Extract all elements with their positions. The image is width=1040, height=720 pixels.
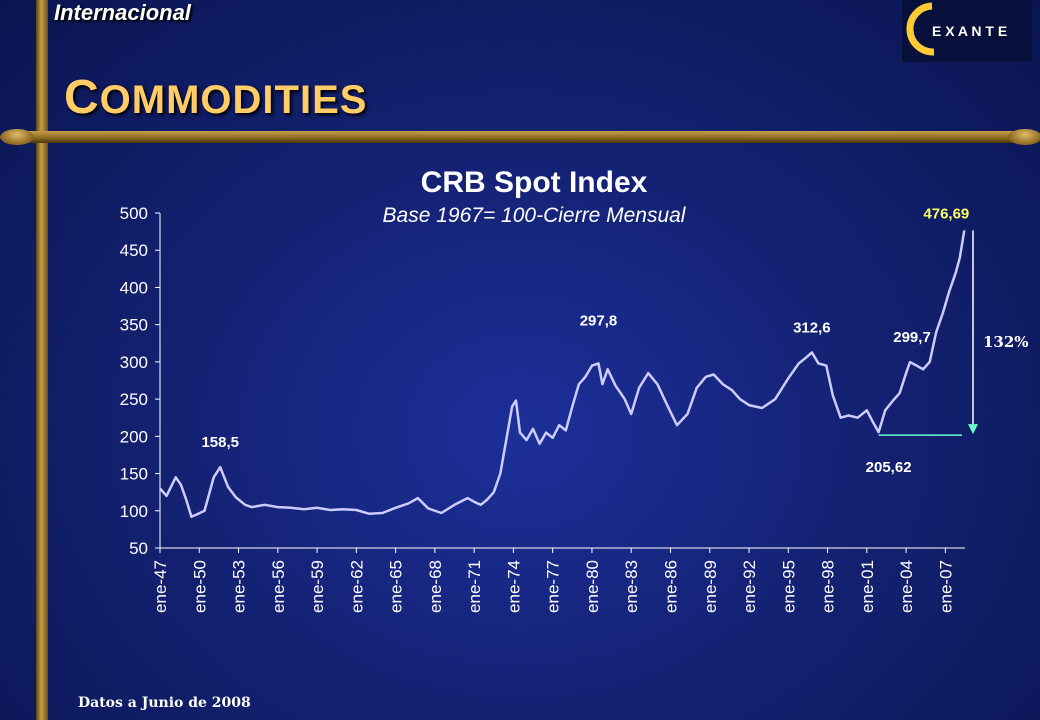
data-date-note: Datos a Junio de 2008 bbox=[78, 695, 251, 711]
x-tick-label: ene-50 bbox=[190, 560, 209, 613]
x-tick-label: ene-74 bbox=[504, 560, 523, 613]
horizontal-gold-bar bbox=[10, 131, 1040, 143]
gold-bar-right-cap bbox=[1008, 129, 1040, 145]
x-tick-label: ene-68 bbox=[426, 560, 445, 613]
x-tick-label: ene-56 bbox=[269, 560, 288, 613]
annotation-label: 297,8 bbox=[580, 313, 618, 330]
exante-logo-icon: E X A N T E bbox=[906, 2, 1007, 56]
x-tick-label: ene-65 bbox=[387, 560, 406, 613]
gold-bar-left-cap bbox=[0, 129, 34, 145]
x-tick-label: ene-59 bbox=[308, 560, 327, 613]
y-tick-label: 200 bbox=[120, 427, 148, 446]
y-tick-label: 400 bbox=[120, 278, 148, 297]
x-tick-label: ene-62 bbox=[347, 560, 366, 613]
x-tick-label: ene-83 bbox=[622, 560, 641, 613]
chart-subtitle: Base 1967= 100-Cierre Mensual bbox=[383, 204, 687, 227]
x-axis: ene-47 ene-50 ene-53 ene-56 ene-59 ene-62 ene-… bbox=[151, 547, 965, 613]
y-tick-label: 150 bbox=[120, 465, 148, 484]
vertical-gold-bar bbox=[36, 0, 48, 720]
y-tick-label: 300 bbox=[120, 353, 148, 372]
x-tick-label: ene-98 bbox=[819, 560, 838, 613]
y-tick-label: 50 bbox=[129, 539, 148, 558]
x-tick-label: ene-80 bbox=[583, 560, 602, 613]
x-tick-label: ene-86 bbox=[661, 560, 680, 613]
y-tick-label: 500 bbox=[120, 204, 148, 223]
y-axis: 500 450 400 350 300 250 200 150 100 50 bbox=[120, 204, 161, 558]
logo-text: E X A N T E bbox=[932, 23, 1007, 39]
page-title: COMMODITIES bbox=[64, 70, 367, 125]
chart-title: CRB Spot Index bbox=[421, 166, 648, 199]
crb-index-line bbox=[159, 230, 966, 518]
change-percent-label: 132% bbox=[983, 333, 1029, 351]
x-tick-label: ene-77 bbox=[544, 560, 563, 613]
exante-logo: E X A N T E bbox=[902, 0, 1032, 62]
title-initial: C bbox=[64, 71, 100, 124]
x-tick-label: ene-92 bbox=[740, 560, 759, 613]
section-label: Internacional bbox=[54, 0, 191, 25]
change-indicator: 132% bbox=[878, 230, 1029, 436]
logo-arc bbox=[906, 2, 935, 56]
y-tick-label: 250 bbox=[120, 390, 148, 409]
annotation-label: 476,69 bbox=[923, 205, 969, 222]
change-arrow-head bbox=[968, 424, 978, 435]
x-tick-label: ene-71 bbox=[465, 560, 484, 613]
x-tick-label: ene-95 bbox=[779, 560, 798, 613]
x-tick-label: ene-89 bbox=[701, 560, 720, 613]
series-group bbox=[159, 230, 966, 518]
y-tick-label: 350 bbox=[120, 316, 148, 335]
x-tick-label: ene-07 bbox=[936, 560, 955, 613]
annotation-label: 299,7 bbox=[893, 329, 931, 346]
title-rest: OMMODITIES bbox=[99, 78, 368, 122]
x-tick-label: ene-47 bbox=[151, 560, 170, 613]
y-tick-label: 450 bbox=[120, 241, 148, 260]
annotation-label: 205,62 bbox=[866, 459, 912, 476]
x-tick-label: ene-04 bbox=[897, 560, 916, 613]
annotation-label: 158,5 bbox=[201, 434, 239, 451]
annotations: 158,5 297,8 312,6 299,7 205,62 476,69 bbox=[201, 205, 969, 476]
x-tick-label: ene-53 bbox=[230, 560, 249, 613]
annotation-label: 312,6 bbox=[793, 320, 831, 337]
x-tick-label: ene-01 bbox=[858, 560, 877, 613]
y-tick-label: 100 bbox=[120, 502, 148, 521]
